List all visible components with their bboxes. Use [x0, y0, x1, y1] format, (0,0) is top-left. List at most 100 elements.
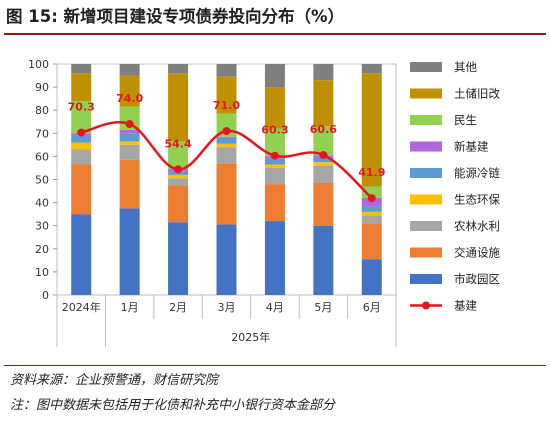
y-tick-label: 30: [35, 220, 49, 233]
bar-segment: [168, 222, 189, 295]
y-tick-label: 60: [35, 150, 49, 163]
bar-segment: [264, 167, 285, 185]
legend-label: 交通设施: [454, 246, 500, 260]
bar-segment: [119, 144, 140, 160]
bar-segment: [168, 185, 189, 223]
legend-swatch: [410, 141, 442, 152]
x-tick-label: 2月: [169, 301, 187, 314]
bar-segment: [168, 141, 189, 170]
legend-swatch: [410, 221, 442, 231]
bar-segment: [119, 133, 140, 142]
bar-segment: [119, 141, 140, 145]
source-note: 资料来源：企业预警通，财信研究院: [10, 373, 219, 388]
bar-segment: [313, 165, 334, 183]
bar-segment: [71, 64, 92, 74]
bar-segment: [313, 64, 334, 81]
bar-segment: [216, 147, 237, 164]
bar-segment: [361, 73, 382, 187]
y-tick-label: 90: [35, 81, 49, 94]
line-data-label: 70.3: [68, 101, 95, 114]
bar-segment: [71, 214, 92, 295]
bar-segment: [264, 128, 285, 157]
legend-label: 市政园区: [454, 272, 500, 286]
bar-segment: [71, 100, 92, 134]
bar-segment: [71, 135, 92, 143]
legend-marker: [422, 301, 430, 310]
legend-label: 生态环保: [454, 193, 500, 207]
line-data-label: 41.9: [358, 166, 385, 179]
y-tick-label: 50: [35, 174, 49, 187]
line-data-label: 60.3: [261, 124, 288, 137]
y-tick-label: 100: [28, 58, 49, 71]
legend-label: 农林水利: [454, 219, 500, 233]
x-tick-label: 4月: [266, 301, 284, 314]
bar-segment: [216, 136, 237, 138]
line-data-label: 71.0: [213, 99, 240, 112]
y-tick-label: 80: [35, 104, 49, 117]
bar-segment: [264, 184, 285, 222]
bar-segment: [168, 64, 189, 74]
footnote: 注：图中数据未包括用于化债和补充中小银行资本金部分: [10, 398, 336, 413]
x-group-label: 2025年: [231, 330, 270, 344]
bar-segment: [264, 221, 285, 295]
bar-segment: [361, 215, 382, 224]
line-point: [125, 120, 134, 129]
bar-segment: [313, 126, 334, 156]
legend-label: 其他: [454, 60, 477, 74]
legend-label: 土储旧改: [454, 87, 500, 101]
x-tick-label: 5月: [314, 301, 332, 314]
line-point: [319, 151, 328, 160]
line-point: [77, 128, 86, 137]
y-tick-label: 40: [35, 197, 49, 210]
line-point: [222, 126, 231, 135]
bar-segment: [119, 75, 140, 107]
line-point: [174, 165, 183, 174]
bar-segment: [71, 164, 92, 215]
bar-segment: [119, 106, 140, 130]
bar-segment: [361, 259, 382, 295]
bar-segment: [361, 206, 382, 212]
x-tick-label: 2024年: [62, 300, 101, 314]
x-tick-label: 1月: [121, 301, 139, 314]
bar-segment: [361, 186, 382, 198]
bar-segment: [216, 143, 237, 148]
title-rule: [4, 33, 546, 35]
line-data-label: 54.4: [165, 137, 192, 150]
legend-swatch: [410, 88, 442, 99]
bar-segment: [313, 157, 334, 163]
stacked-bar-line-chart: 0 10 20 30 40 50 60 70 80 90 100 70.3 74.0 54.4 71.0 6…: [28, 58, 500, 347]
bar-segment: [71, 142, 92, 150]
x-tick-label: 3月: [218, 301, 236, 314]
legend-label: 新基建: [454, 140, 489, 154]
legend-label: 能源冷链: [454, 166, 500, 180]
bar-segment: [313, 162, 334, 166]
bar-segment: [216, 76, 237, 114]
legend-swatch: [410, 247, 442, 258]
line-data-label: 74.0: [116, 92, 143, 105]
bar-segment: [264, 64, 285, 88]
bar-segment: [216, 163, 237, 225]
bar-segment: [216, 137, 237, 144]
legend-swatch: [410, 194, 442, 205]
legend-swatch: [410, 62, 442, 72]
line-data-label: 60.6: [310, 123, 337, 136]
line-point: [270, 151, 279, 160]
legend-swatch: [410, 168, 442, 178]
legend-label: 民生: [454, 113, 477, 127]
bar-segment: [119, 208, 140, 295]
figure-title: 图 15: 新增项目建设专项债券投向分布（%）: [6, 7, 345, 26]
bar-segment: [361, 211, 382, 216]
legend-swatch: [410, 274, 442, 284]
y-tick-label: 0: [42, 289, 49, 302]
y-tick-label: 10: [35, 266, 49, 279]
bar-segment: [361, 223, 382, 260]
bar-segment: [264, 158, 285, 165]
source-rule: [4, 365, 546, 366]
bar-segment: [361, 64, 382, 74]
bar-segment: [119, 159, 140, 209]
bar-segment: [216, 224, 237, 295]
bar-segment: [71, 149, 92, 165]
line-point: [367, 194, 376, 203]
y-tick-label: 20: [35, 243, 49, 256]
bar-segment: [264, 87, 285, 129]
